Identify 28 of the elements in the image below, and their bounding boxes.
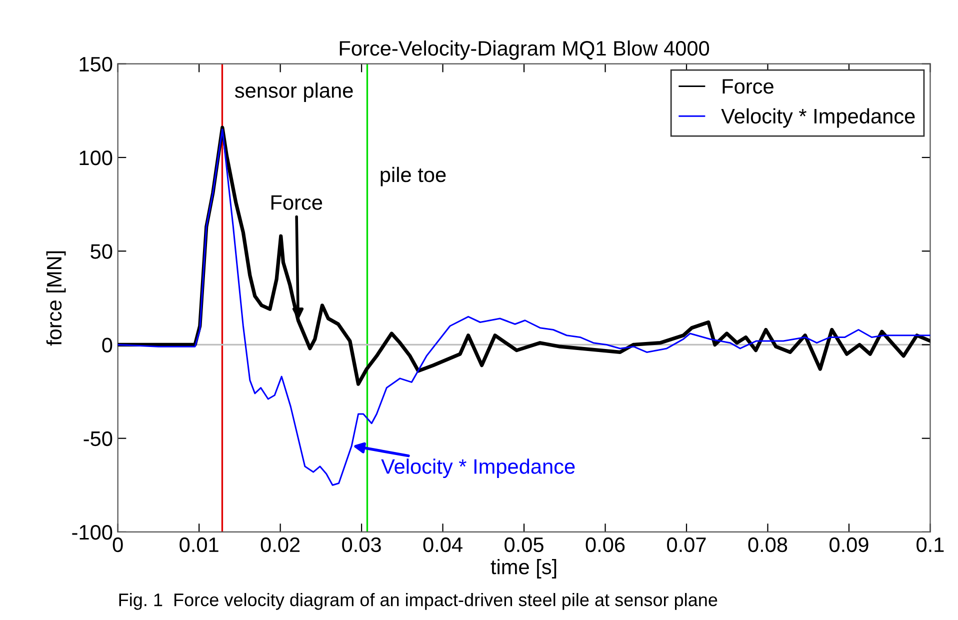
y-tick-label: -100 (72, 524, 112, 540)
line-series (118, 128, 930, 486)
y-tick-label: 50 (90, 244, 112, 259)
caption: Fig. 1 Force velocity diagram of an impact-driven steel pile at sensor plane (119, 592, 718, 610)
ref-line-label: sensor plane (234, 82, 353, 102)
x-tick-label: 0.01 (180, 537, 218, 552)
x-tick-label: 0.05 (504, 537, 544, 552)
x-tick-label: 0.09 (830, 537, 868, 552)
y-tick-label: -50 (84, 431, 112, 446)
x-tick-label: 0.1 (916, 537, 944, 552)
ref-line-label: pile toe (380, 166, 446, 186)
legend-label: Force (722, 79, 774, 94)
y-tick-label: 100 (80, 150, 112, 166)
chart-title: Force-Velocity-Diagram MQ1 Blow 4000 (340, 40, 710, 60)
annotation: Force (271, 195, 322, 210)
x-tick-label: 0.08 (748, 537, 788, 552)
legend-label: Velocity * Impedance (721, 108, 915, 128)
x-tick-label: 0.02 (260, 537, 300, 552)
annotation: Velocity * Impedance (381, 458, 575, 478)
x-tick-label: 0.07 (667, 537, 706, 552)
y-axis-title: force [MN] (46, 251, 66, 346)
x-tick-label: 0.06 (586, 537, 625, 552)
x-tick-label: 0.04 (423, 537, 462, 552)
x-tick-label: 0 (112, 537, 123, 552)
x-tick-label: 0.03 (342, 537, 381, 552)
y-tick-label: 0 (102, 338, 112, 352)
x-axis-title: time [s] (490, 559, 556, 578)
y-tick-label: 150 (80, 56, 112, 72)
